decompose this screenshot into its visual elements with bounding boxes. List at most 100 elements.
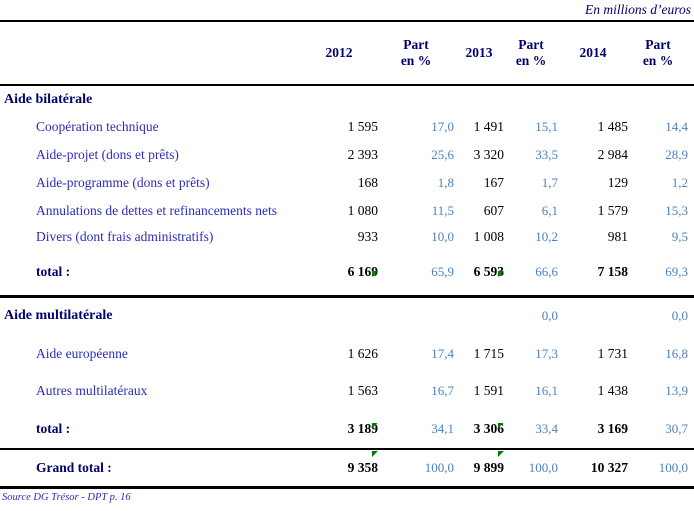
amount-cell: 981	[607, 228, 628, 244]
source-note: Source DG Trésor - DPT p. 16	[2, 492, 131, 503]
part-cell: 15,1	[535, 119, 558, 134]
part-cell: 100,0	[528, 460, 558, 475]
table-row: Divers (dont frais administratifs) 933 1…	[0, 224, 694, 249]
grand-total-row: Grand total : 9 358 100,0 9 899 100,0 10…	[0, 450, 694, 486]
part-cell: 100,0	[658, 460, 688, 475]
row-label: Aide-projet (dons et prêts)	[36, 147, 179, 162]
part-cell: 25,6	[431, 147, 454, 162]
column-header-2014: 2014	[558, 45, 628, 61]
subtotal-row: total : 6 169 65,9 6 593 66,6 7 158 69,3	[0, 249, 694, 295]
table-row: Aide-programme (dons et prêts) 168 1,8 1…	[0, 169, 694, 197]
section-header-row: Aide multilatérale 0,0 0,0	[0, 298, 694, 334]
amount-cell: 1 626	[347, 345, 378, 361]
column-header-row: 2012 Part en % 2013 Part en % 2014 Part …	[0, 22, 694, 86]
amount-cell: 1 438	[597, 383, 628, 398]
amount-cell: 1 080	[347, 202, 378, 218]
column-header-part: Part	[645, 37, 671, 52]
unit-label: En millions d’euros	[585, 2, 691, 17]
amount-cell: 1 579	[597, 202, 628, 218]
part-cell: 30,7	[665, 420, 688, 436]
part-cell: 16,7	[431, 383, 454, 398]
part-cell: 9,5	[671, 228, 688, 244]
column-header-part-sub: en %	[400, 53, 432, 68]
amount-value: 3 306	[473, 420, 504, 436]
part-cell: 10,2	[535, 228, 558, 244]
amount-value: 9 899	[473, 460, 504, 475]
column-header-year: 2012	[325, 45, 353, 60]
amount-cell: 3 306	[454, 421, 504, 437]
part-cell: 17,4	[431, 345, 454, 361]
part-cell: 13,9	[665, 383, 688, 398]
column-header-part-sub: en %	[515, 53, 547, 68]
amount-cell: 7 158	[597, 264, 628, 279]
amount-cell: 3 189	[300, 421, 378, 437]
section-aide-bilaterale: Aide bilatérale Coopération technique 1 …	[0, 86, 694, 298]
row-label: Aide-programme (dons et prêts)	[36, 175, 210, 190]
column-header-part-2012: Part en %	[378, 37, 454, 69]
cell-flag-icon	[372, 451, 378, 457]
part-cell: 17,3	[535, 345, 558, 361]
amount-cell: 6 169	[300, 264, 378, 280]
part-cell: 1,7	[541, 175, 558, 190]
cell-flag-icon	[498, 271, 504, 277]
row-label: Autres multilatéraux	[36, 383, 148, 398]
amount-cell: 3 169	[597, 420, 628, 436]
amount-cell: 10 327	[590, 460, 628, 475]
amount-cell: 2 984	[597, 147, 628, 162]
part-cell: 100,0	[424, 460, 454, 475]
part-cell: 10,0	[431, 228, 454, 244]
amount-cell: 2 393	[347, 147, 378, 162]
total-label: total :	[36, 264, 71, 279]
amount-cell: 129	[607, 175, 628, 190]
section-title: Aide multilatérale	[4, 308, 113, 323]
section-title: Aide bilatérale	[4, 91, 93, 107]
column-header-year: 2013	[465, 45, 493, 60]
column-header-part: Part	[403, 37, 429, 52]
table-row: Aide-projet (dons et prêts) 2 393 25,6 3…	[0, 141, 694, 169]
table-row: Aide européenne 1 626 17,4 1 715 17,3 1 …	[0, 334, 694, 373]
amount-cell: 1 485	[597, 119, 628, 134]
part-cell: 28,9	[665, 147, 688, 162]
part-cell: 14,4	[665, 119, 688, 134]
amount-cell: 1 008	[473, 228, 504, 244]
table-row: Annulations de dettes et refinancements …	[0, 197, 694, 224]
part-cell: 16,8	[665, 345, 688, 361]
amount-cell: 3 320	[473, 147, 504, 162]
column-header-part-2014: Part en %	[628, 37, 694, 69]
amount-cell: 607	[483, 202, 504, 218]
amount-cell: 1 563	[347, 383, 378, 398]
part-cell: 6,1	[541, 202, 558, 218]
column-header-part: Part	[518, 37, 544, 52]
amount-value: 6 593	[473, 264, 504, 279]
table-row: Autres multilatéraux 1 563 16,7 1 591 16…	[0, 373, 694, 409]
amount-cell: 1 595	[347, 119, 378, 134]
total-label: total :	[36, 420, 71, 436]
grand-total-label: Grand total :	[36, 460, 112, 475]
part-cell: 33,5	[535, 147, 558, 162]
source-bar: Source DG Trésor - DPT p. 16	[0, 489, 694, 511]
part-cell: 34,1	[431, 420, 454, 436]
section-aide-multilaterale: Aide multilatérale 0,0 0,0 Aide européen…	[0, 298, 694, 450]
amount-cell: 9 899	[454, 451, 504, 476]
part-cell: 15,3	[665, 202, 688, 218]
amount-cell: 6 593	[454, 264, 504, 280]
unit-bar: En millions d’euros	[0, 0, 694, 22]
part-cell: 65,9	[431, 264, 454, 279]
amount-cell: 168	[357, 175, 378, 190]
part-cell: 0,0	[541, 308, 558, 323]
row-label: Aide européenne	[36, 345, 128, 361]
part-cell: 69,3	[665, 264, 688, 279]
cell-flag-icon	[498, 422, 504, 429]
row-label: Annulations de dettes et refinancements …	[36, 202, 278, 218]
amount-cell: 1 731	[597, 345, 628, 361]
grand-total-section: Grand total : 9 358 100,0 9 899 100,0 10…	[0, 450, 694, 489]
part-cell: 0,0	[671, 308, 688, 323]
part-cell: 1,8	[437, 175, 454, 190]
amount-cell: 167	[483, 175, 504, 190]
part-cell: 16,1	[535, 383, 558, 398]
part-cell: 66,6	[535, 264, 558, 279]
part-cell: 1,2	[671, 175, 688, 190]
amount-cell: 1 715	[473, 345, 504, 361]
subtotal-row: total : 3 189 34,1 3 306 33,4 3 169 30,7	[0, 409, 694, 448]
